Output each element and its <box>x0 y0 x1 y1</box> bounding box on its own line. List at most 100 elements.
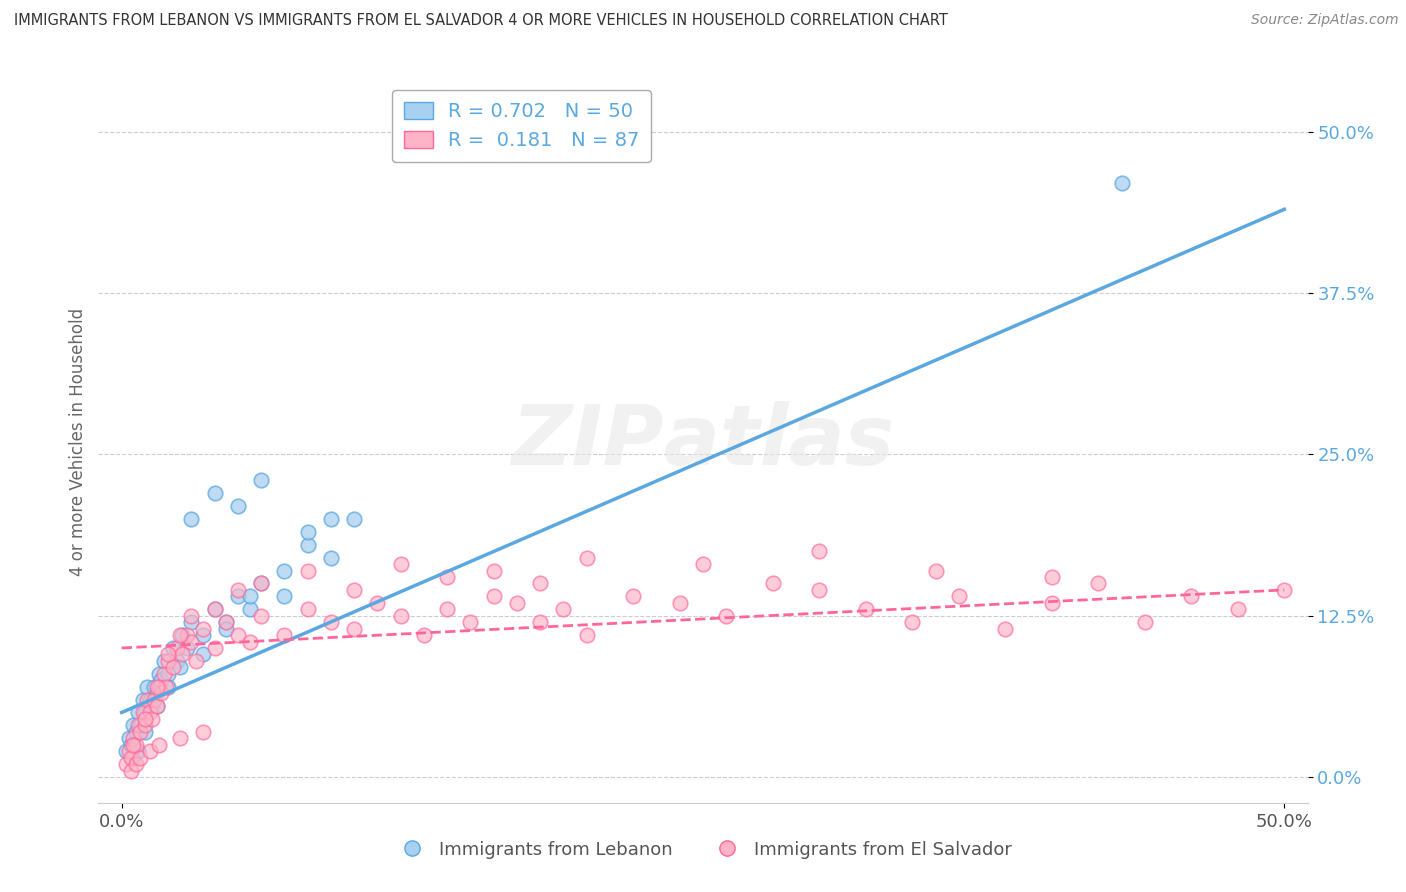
Point <box>169 628 191 642</box>
Point <box>808 544 831 558</box>
Point <box>808 582 831 597</box>
Point <box>297 602 319 616</box>
Point <box>120 738 142 752</box>
Point <box>506 596 529 610</box>
Point <box>129 724 152 739</box>
Point <box>180 634 202 648</box>
Point <box>855 602 877 616</box>
Point <box>157 680 180 694</box>
Point <box>1040 596 1063 610</box>
Point <box>143 680 166 694</box>
Point <box>141 699 163 714</box>
Point <box>180 512 202 526</box>
Point <box>413 628 436 642</box>
Point <box>157 654 180 668</box>
Point <box>273 590 295 604</box>
Point <box>716 608 738 623</box>
Point <box>124 724 146 739</box>
Point <box>215 615 238 630</box>
Point <box>180 608 202 623</box>
Point <box>994 622 1017 636</box>
Point <box>319 615 342 630</box>
Y-axis label: 4 or more Vehicles in Household: 4 or more Vehicles in Household <box>69 308 87 575</box>
Point <box>226 590 249 604</box>
Point <box>436 602 458 616</box>
Point <box>131 692 153 706</box>
Point <box>148 666 170 681</box>
Point <box>162 660 184 674</box>
Point <box>529 576 551 591</box>
Point <box>273 628 295 642</box>
Point <box>134 724 156 739</box>
Point <box>1040 570 1063 584</box>
Point <box>1133 615 1156 630</box>
Point <box>239 634 262 648</box>
Point <box>136 680 159 694</box>
Point <box>250 576 273 591</box>
Point <box>226 499 249 513</box>
Point <box>924 564 946 578</box>
Point <box>901 615 924 630</box>
Point <box>575 550 598 565</box>
Point <box>134 712 156 726</box>
Point <box>343 622 366 636</box>
Point <box>389 608 412 623</box>
Point <box>120 764 142 778</box>
Point <box>122 738 145 752</box>
Point <box>122 731 145 746</box>
Text: Source: ZipAtlas.com: Source: ZipAtlas.com <box>1251 13 1399 28</box>
Point <box>204 602 226 616</box>
Point <box>127 706 149 720</box>
Point <box>575 628 598 642</box>
Legend: Immigrants from Lebanon, Immigrants from El Salvador: Immigrants from Lebanon, Immigrants from… <box>387 834 1019 866</box>
Point <box>176 640 198 655</box>
Point <box>343 582 366 597</box>
Point <box>529 615 551 630</box>
Point <box>1111 177 1133 191</box>
Text: ZIP​atlas: ZIP​atlas <box>512 401 894 482</box>
Point <box>118 731 141 746</box>
Point <box>215 615 238 630</box>
Point <box>215 622 238 636</box>
Point <box>138 692 160 706</box>
Point <box>460 615 482 630</box>
Point <box>143 692 166 706</box>
Point <box>1226 602 1249 616</box>
Point <box>273 564 295 578</box>
Point <box>239 590 262 604</box>
Point <box>138 744 160 758</box>
Point <box>129 750 152 764</box>
Text: IMMIGRANTS FROM LEBANON VS IMMIGRANTS FROM EL SALVADOR 4 OR MORE VEHICLES IN HOU: IMMIGRANTS FROM LEBANON VS IMMIGRANTS FR… <box>14 13 948 29</box>
Point <box>169 660 191 674</box>
Point <box>319 512 342 526</box>
Point <box>184 654 207 668</box>
Point <box>482 564 505 578</box>
Point <box>239 602 262 616</box>
Point <box>166 654 188 668</box>
Point <box>141 712 163 726</box>
Point <box>204 602 226 616</box>
Point <box>145 699 167 714</box>
Point <box>148 680 170 694</box>
Point <box>157 648 180 662</box>
Point <box>297 524 319 539</box>
Point <box>1180 590 1202 604</box>
Point <box>1272 582 1295 597</box>
Point <box>157 666 180 681</box>
Point <box>204 486 226 500</box>
Point <box>122 750 145 764</box>
Point <box>134 706 156 720</box>
Point <box>436 570 458 584</box>
Point <box>172 648 194 662</box>
Point <box>250 576 273 591</box>
Point <box>127 744 149 758</box>
Point <box>297 538 319 552</box>
Point <box>297 564 319 578</box>
Point <box>948 590 970 604</box>
Point <box>692 557 714 571</box>
Point <box>150 686 173 700</box>
Point <box>129 718 152 732</box>
Point <box>343 512 366 526</box>
Point <box>482 590 505 604</box>
Point <box>366 596 388 610</box>
